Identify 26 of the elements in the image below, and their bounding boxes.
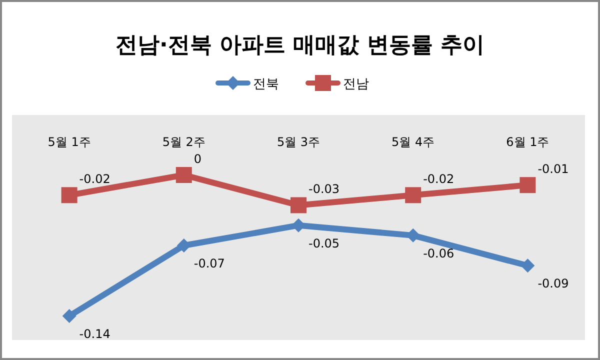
point (405, 187, 422, 204)
x-tick-label: 5월 2주 (162, 135, 206, 149)
data-label: -0.05 (308, 236, 340, 250)
point (176, 238, 191, 252)
data-label: -0.01 (538, 162, 569, 176)
x-tick-label: 5월 4주 (392, 135, 435, 149)
data-label: -0.02 (79, 172, 110, 186)
point (62, 309, 76, 323)
x-tick-label: 5월 1주 (48, 135, 91, 149)
data-label: -0.14 (79, 327, 110, 341)
point (176, 167, 192, 183)
data-label: -0.07 (194, 256, 225, 270)
chart-title: 전남·전북 아파트 매매값 변동률 추이 (116, 33, 484, 58)
point (61, 187, 78, 204)
data-label: -0.09 (538, 276, 569, 291)
point (520, 258, 535, 273)
legend-label: 전북 (253, 77, 279, 92)
data-label: -0.02 (423, 172, 454, 186)
x-tick-label: 6월 1주 (506, 135, 550, 149)
legend-label: 전남 (343, 77, 369, 92)
data-label: -0.03 (308, 182, 340, 196)
data-label: 0 (194, 152, 202, 166)
x-tick-label: 5월 3주 (276, 135, 320, 149)
data-label: -0.06 (423, 246, 454, 260)
point (520, 177, 536, 194)
point (290, 197, 306, 214)
